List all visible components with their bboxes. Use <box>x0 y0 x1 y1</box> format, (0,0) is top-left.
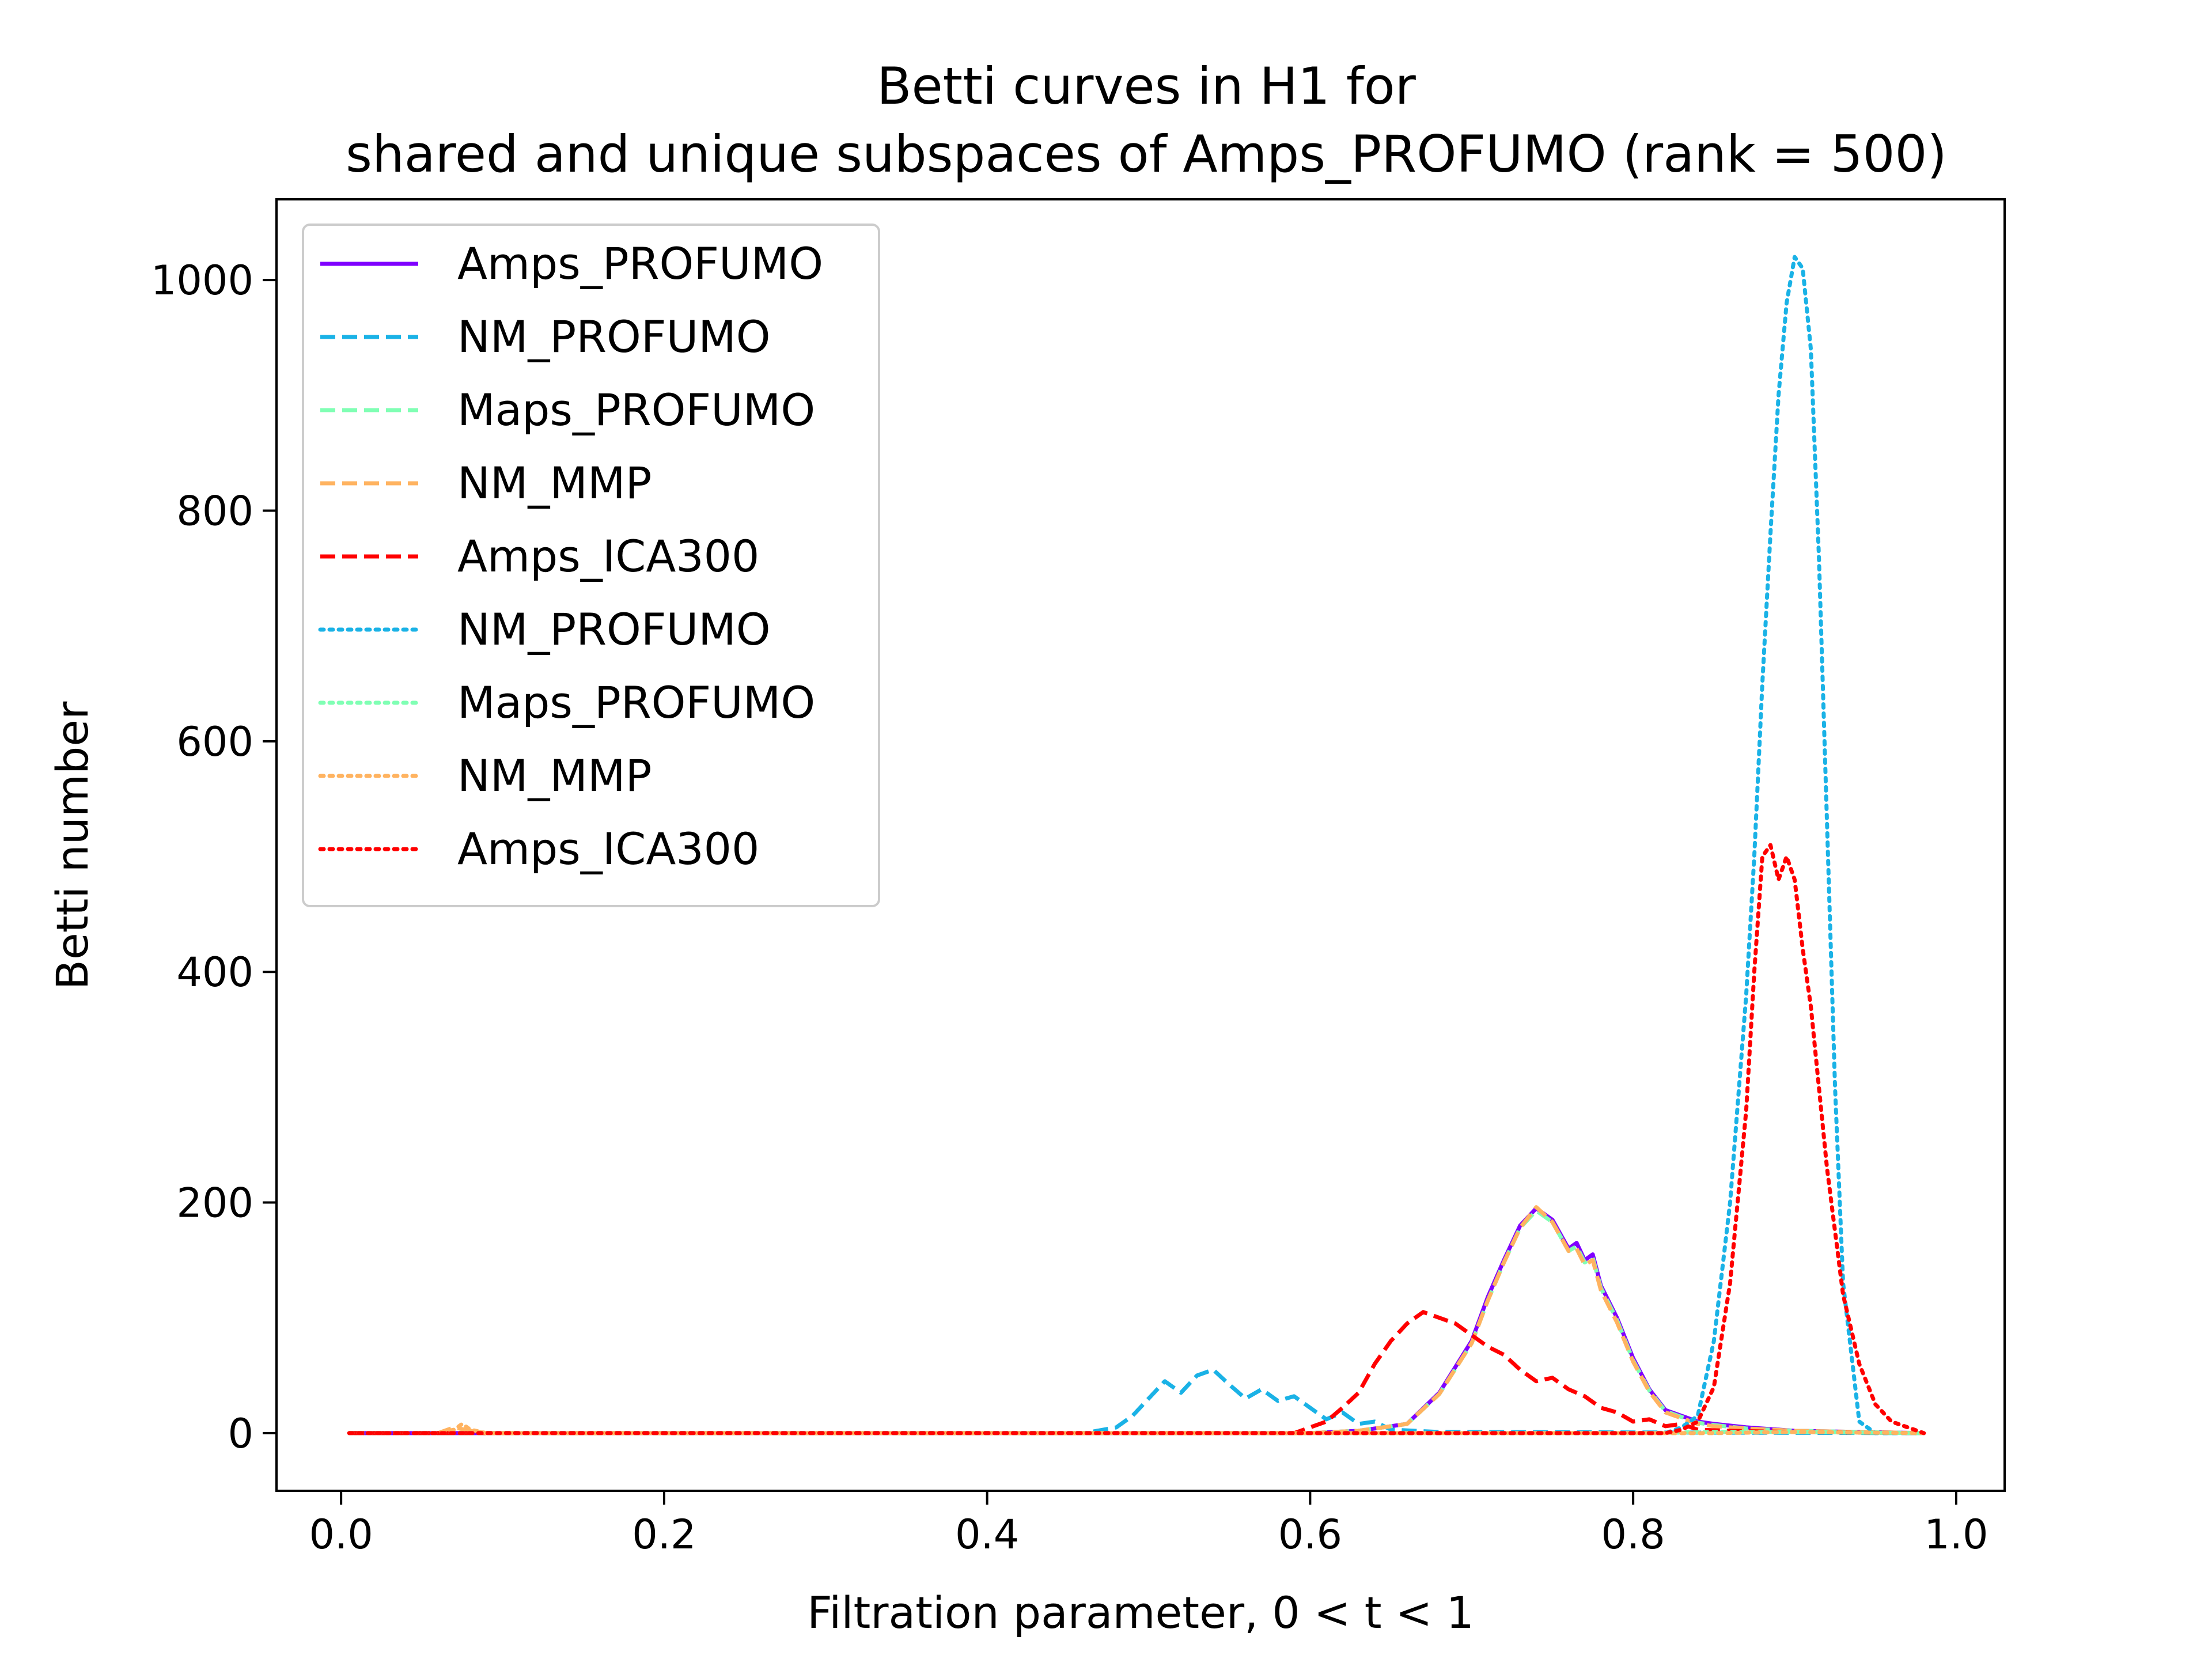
legend-label: NM_PROFUMO <box>457 311 771 362</box>
legend-label: NM_PROFUMO <box>457 604 771 655</box>
chart-subtitle: shared and unique subspaces of Amps_PROF… <box>346 124 1947 184</box>
legend-label: NM_MMP <box>457 750 652 801</box>
x-axis-label: Filtration parameter, 0 < t < 1 <box>807 1587 1474 1638</box>
x-tick-label: 0.2 <box>632 1511 696 1558</box>
y-tick-label: 800 <box>176 487 253 535</box>
x-tick-label: 0.6 <box>1278 1511 1342 1558</box>
legend-label: NM_MMP <box>457 457 652 509</box>
series-line-amps-ica300-dotted <box>347 843 1926 1435</box>
y-tick-label: 400 <box>176 949 253 996</box>
x-axis: 0.0 0.2 0.4 0.6 0.8 1.0 <box>309 1491 1988 1558</box>
y-tick-label: 1000 <box>151 257 253 304</box>
y-tick-label: 200 <box>176 1180 253 1227</box>
x-tick-label: 0.0 <box>309 1511 373 1558</box>
series-layer <box>347 255 1926 1435</box>
x-tick-label: 0.4 <box>955 1511 1019 1558</box>
legend-box <box>302 224 880 907</box>
chart-title: Betti curves in H1 for <box>877 56 1416 116</box>
y-axis: 0 200 400 600 800 1000 <box>151 257 276 1457</box>
plot-frame <box>275 198 2006 1492</box>
series-line-amps-ica300-dashed <box>349 1310 1924 1435</box>
x-tick-label: 1.0 <box>1924 1511 1988 1558</box>
series-line-nm-profumo-dotted <box>347 255 1926 1435</box>
legend-label: Maps_PROFUMO <box>457 384 815 435</box>
legend-label: Amps_ICA300 <box>457 531 759 582</box>
x-tick-label: 0.8 <box>1601 1511 1665 1558</box>
legend-label: Maps_PROFUMO <box>457 677 815 728</box>
y-tick-label: 0 <box>228 1410 253 1457</box>
series-line-nm-profumo-dashed <box>349 1368 1924 1435</box>
y-tick-label: 600 <box>176 718 253 766</box>
legend-label: Amps_ICA300 <box>457 823 759 874</box>
legend: Amps_PROFUMO NM_PROFUMO Maps_PROFUMO NM_MMP… <box>302 224 880 907</box>
legend-label: Amps_PROFUMO <box>457 238 823 289</box>
y-axis-label: Betti number <box>47 701 98 990</box>
